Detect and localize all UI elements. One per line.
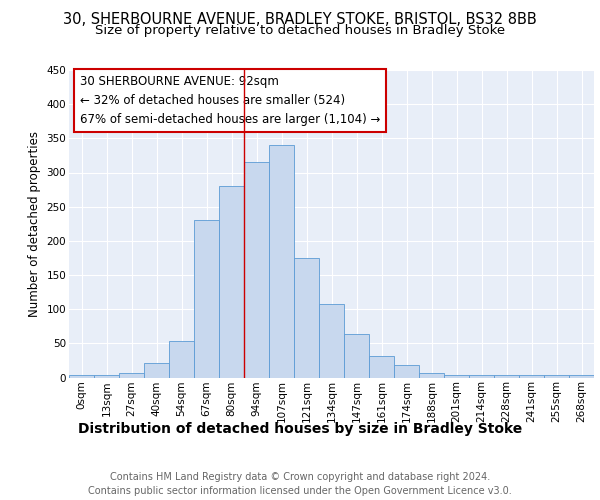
Bar — [319, 304, 344, 378]
Bar — [119, 374, 144, 378]
Bar — [219, 186, 244, 378]
Bar — [244, 162, 269, 378]
Bar — [369, 356, 394, 378]
Bar — [194, 220, 219, 378]
Bar — [569, 376, 594, 378]
Bar — [494, 376, 519, 378]
Bar — [444, 375, 469, 378]
Bar — [94, 376, 119, 378]
Bar — [144, 363, 169, 378]
Bar — [519, 376, 544, 378]
Text: Contains HM Land Registry data © Crown copyright and database right 2024.
Contai: Contains HM Land Registry data © Crown c… — [88, 472, 512, 496]
Bar — [169, 340, 194, 378]
Text: 30, SHERBOURNE AVENUE, BRADLEY STOKE, BRISTOL, BS32 8BB: 30, SHERBOURNE AVENUE, BRADLEY STOKE, BR… — [63, 12, 537, 28]
Bar — [469, 375, 494, 378]
Text: 30 SHERBOURNE AVENUE: 92sqm
← 32% of detached houses are smaller (524)
67% of se: 30 SHERBOURNE AVENUE: 92sqm ← 32% of det… — [79, 74, 380, 126]
Bar — [344, 334, 369, 378]
Bar — [394, 365, 419, 378]
Bar — [419, 372, 444, 378]
Bar — [269, 145, 294, 378]
Y-axis label: Number of detached properties: Number of detached properties — [28, 130, 41, 317]
Text: Distribution of detached houses by size in Bradley Stoke: Distribution of detached houses by size … — [78, 422, 522, 436]
Bar — [544, 376, 569, 378]
Text: Size of property relative to detached houses in Bradley Stoke: Size of property relative to detached ho… — [95, 24, 505, 37]
Bar — [294, 258, 319, 378]
Bar — [69, 376, 94, 378]
